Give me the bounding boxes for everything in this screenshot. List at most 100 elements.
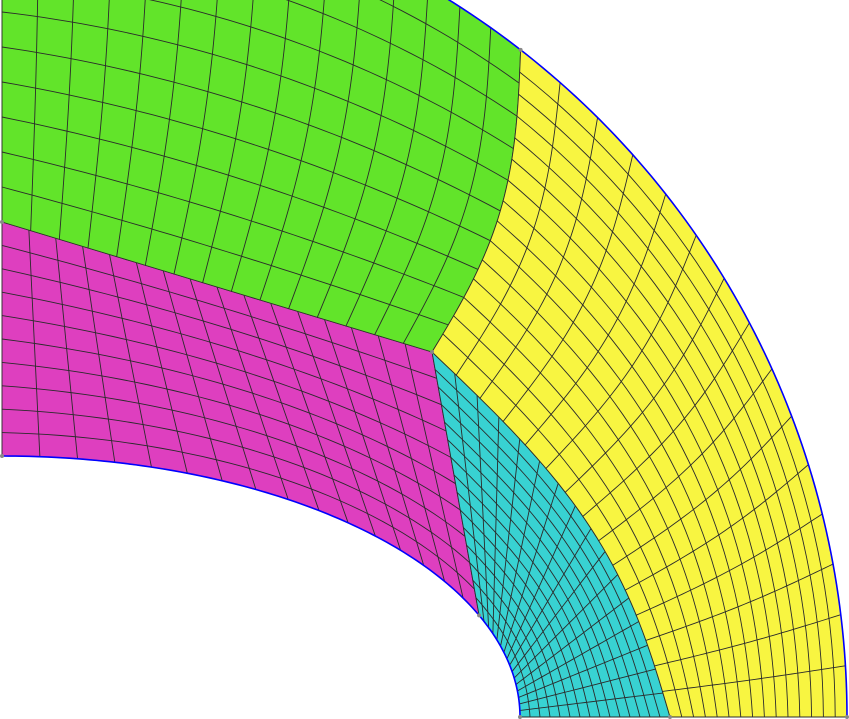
- grid-line: [149, 0, 514, 150]
- grid-line: [479, 117, 598, 399]
- grid-line: [492, 416, 500, 635]
- grid-line: [489, 240, 742, 718]
- grid-line: [545, 234, 697, 469]
- corner-node: [0, 220, 4, 224]
- grid-line: [1, 81, 491, 242]
- grid-line: [1, 221, 433, 353]
- grid-line: [516, 115, 813, 718]
- grid-line: [635, 513, 823, 616]
- grid-line: [87, 0, 110, 249]
- corner-node: [430, 350, 434, 354]
- grid-line: [463, 297, 706, 718]
- grid-line: [82, 245, 116, 463]
- grid-line: [455, 82, 561, 376]
- grid-line: [345, 0, 428, 327]
- grid-line: [431, 49, 522, 353]
- grid-line: [30, 0, 39, 232]
- grid-line: [230, 0, 290, 292]
- grid-line: [473, 278, 718, 718]
- grid-line: [285, 0, 518, 117]
- grid-line: [476, 394, 490, 628]
- grid-line: [496, 220, 754, 718]
- grid-line: [654, 614, 842, 667]
- inner-boundary: [1, 455, 521, 718]
- corner-node: [668, 715, 672, 719]
- grid-line: [297, 310, 376, 537]
- grid-line: [404, 343, 464, 599]
- grid-line: [514, 137, 801, 718]
- grid-line: [645, 563, 834, 641]
- grid-line: [55, 237, 78, 460]
- grid-line: [518, 644, 649, 698]
- grid-line: [519, 71, 836, 718]
- grid-line: [564, 277, 725, 493]
- grid-line: [1, 151, 465, 298]
- grid-line: [374, 6, 461, 336]
- grid-line: [431, 351, 671, 718]
- grid-line: [58, 0, 74, 240]
- grid-line: [500, 460, 541, 647]
- grid-line: [503, 482, 559, 653]
- grid-line: [502, 200, 765, 718]
- block-yellow: [431, 49, 848, 718]
- grid-line: [509, 528, 592, 666]
- grid-line: [1, 46, 501, 212]
- grid-line: [515, 597, 630, 685]
- corner-node: [518, 715, 522, 719]
- grid-line: [524, 193, 667, 446]
- grid-line: [1, 116, 479, 270]
- grid-line: [519, 692, 664, 711]
- grid-line: [28, 229, 41, 458]
- block-green: [1, 0, 522, 353]
- grid-line: [513, 574, 619, 679]
- grid-line: [612, 415, 793, 566]
- grid-line: [216, 286, 289, 500]
- grid-line: [624, 464, 809, 591]
- grid-line: [324, 319, 402, 551]
- corner-node: [518, 47, 523, 52]
- corner-node: [477, 613, 482, 618]
- grid-line: [454, 373, 485, 622]
- corner-node: [845, 715, 849, 719]
- grid-line: [506, 505, 576, 660]
- grid-line: [135, 262, 188, 474]
- grid-line: [662, 665, 846, 692]
- grid-line: [316, 0, 395, 318]
- grid-line: [511, 550, 606, 673]
- grid-line: [270, 302, 349, 524]
- grid-line: [243, 294, 320, 512]
- grid-line: [598, 368, 773, 542]
- grid-line: [173, 0, 218, 275]
- block-cyan: [431, 351, 671, 718]
- grid-line: [582, 322, 750, 517]
- grid-line: [202, 0, 254, 284]
- grid-line: [109, 254, 152, 468]
- grid-line: [144, 0, 182, 266]
- grid-line: [496, 438, 521, 641]
- grid-line: [189, 278, 257, 490]
- grid-line: [162, 270, 223, 482]
- grid-line: [481, 259, 730, 718]
- grid-line: [518, 668, 657, 705]
- grid-line: [516, 621, 640, 692]
- grid-line: [431, 351, 480, 616]
- grid-line: [453, 315, 695, 718]
- grid-line: [1, 11, 509, 181]
- grid-line: [1, 186, 449, 326]
- grid-line: [288, 0, 360, 310]
- grid-line: [350, 327, 425, 566]
- grid-line: [502, 154, 634, 422]
- grid-line: [116, 0, 146, 258]
- grid-line: [507, 179, 777, 718]
- corner-node: [0, 454, 4, 458]
- grid-line: [259, 0, 325, 301]
- grid-line: [402, 27, 492, 344]
- grid-line: [442, 333, 683, 718]
- grid-line: [511, 158, 789, 718]
- grid-line: [518, 93, 824, 718]
- grid-line: [379, 0, 520, 84]
- grid-line: [377, 335, 446, 582]
